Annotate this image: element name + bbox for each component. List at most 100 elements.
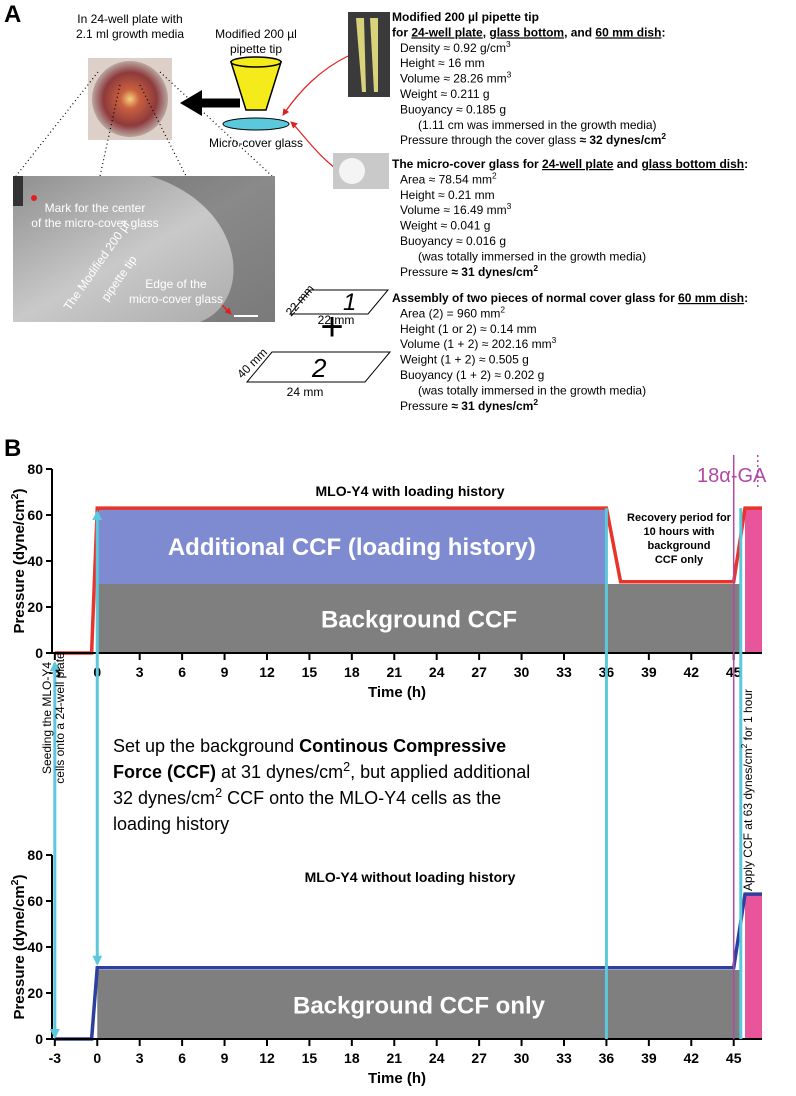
text-run: glass bottom (489, 25, 564, 39)
rotated-note: Apply CCF at 63 dynes/cm2 for 1 hour (739, 689, 755, 891)
text-run: for (392, 25, 411, 39)
tip-caption: Modified 200 µl (215, 27, 297, 41)
description: 32 dynes/cm2 CCF onto the MLO-Y4 cells a… (113, 786, 501, 808)
text-run: Continous Compressive (299, 736, 506, 756)
area (97, 508, 607, 584)
tip-photo (348, 12, 390, 97)
text-run: for 1 hour (741, 689, 755, 744)
cover-glass (222, 117, 290, 131)
text-run: Modified 200 µl pipette tip (392, 10, 539, 24)
text-run: glass bottom dish (641, 157, 744, 171)
text-run: Pressure (400, 399, 451, 413)
rotated-note: cells onto a 24-well plate (53, 652, 67, 784)
text-run: , and (564, 25, 595, 39)
x-tick-label: 18 (344, 664, 360, 680)
text-run: 60 mm dish (595, 25, 661, 39)
text-run: Weight ≈ 0.041 g (400, 219, 490, 233)
text-run: Density ≈ 0.92 g/cm (400, 41, 506, 55)
text-run: : (661, 25, 665, 39)
area (97, 970, 741, 1039)
text-run: 2 (739, 743, 749, 748)
cover-glass-1 (288, 289, 390, 315)
text-run: 24-well plate (542, 157, 614, 171)
text-run: Force (CCF) (113, 762, 216, 782)
glass-caption: Micro-cover glass (209, 136, 303, 150)
text-run: CCF onto the MLO-Y4 cells as the (222, 788, 501, 808)
annotation: background (648, 540, 711, 552)
text-run: 2 (500, 304, 505, 314)
tip-caption: pipette tip (230, 42, 282, 56)
text-run: 60 mm dish (678, 291, 744, 305)
plate-caption: 2.1 ml growth media (76, 27, 184, 41)
tip-top (230, 56, 282, 68)
x-tick-label: 15 (302, 664, 318, 680)
pointer (282, 55, 349, 116)
y-axis-label: Pressure (dyne/cm2) (9, 874, 28, 1019)
image-label: of the micro-cover glass (31, 216, 158, 230)
y-tick-label: 0 (35, 1031, 43, 1047)
text-run: 24-well plate (411, 25, 483, 39)
info-line: The micro-cover glass for 24-well plate … (392, 157, 748, 171)
x-axis-label: Time (h) (368, 1070, 426, 1087)
image-label: Edge of the (145, 277, 207, 291)
text-run: ≈ 31 dynes/cm (451, 399, 533, 413)
image-label: Mark for the center (45, 201, 146, 215)
text-run: Pressure (dyne/cm (11, 885, 28, 1019)
rotated-note: Seeding the MLO-Y4 (40, 662, 54, 774)
x-tick-label: 39 (641, 664, 657, 680)
plus: + (320, 305, 343, 349)
info-line: Buoyancy (1 + 2) ≈ 0.202 g (400, 368, 544, 382)
text-run: The micro-cover glass for (392, 157, 542, 171)
glass-size: 24 mm (287, 385, 324, 399)
x-tick-label: 6 (178, 664, 186, 680)
x-tick-label: 42 (683, 664, 699, 680)
y-tick-label: 0 (35, 645, 43, 661)
text-run: Buoyancy ≈ 0.016 g (400, 234, 506, 248)
text-run: Apply CCF at 63 dynes/cm (741, 748, 755, 891)
tip-photo-detail (356, 18, 378, 92)
info-line: Pressure through the cover glass ≈ 32 dy… (400, 131, 666, 147)
area (745, 508, 762, 653)
text-run: Pressure (dyne/cm (11, 499, 28, 633)
info-line: Area (2) = 960 mm2 (400, 304, 505, 320)
tip-dark (13, 176, 23, 206)
zoom-lines (15, 71, 273, 177)
x-tick-label: 3 (136, 1050, 144, 1066)
text-run: loading history (113, 814, 229, 834)
text-run: Buoyancy (1 + 2) ≈ 0.202 g (400, 368, 544, 382)
info-line: Buoyancy ≈ 0.016 g (400, 234, 506, 248)
info-line: (was totally immersed in the growth medi… (418, 383, 646, 397)
text-run: 2 (492, 170, 497, 180)
y-tick-label: 80 (27, 461, 43, 477)
text-run: Height (1 or 2) ≈ 0.14 mm (400, 322, 537, 336)
text-run: Pressure (400, 265, 451, 279)
text-run: 2 (343, 760, 350, 774)
x-tick-label: 45 (726, 1050, 742, 1066)
text-run: Assembly of two pieces of normal cover g… (392, 291, 678, 305)
info-line: Height ≈ 16 mm (400, 56, 485, 70)
text-run: 2 (215, 786, 222, 800)
x-axis-label: Time (h) (368, 684, 426, 701)
text-run: Area (2) = 960 mm (400, 306, 500, 320)
info-line: for 24-well plate, glass bottom, and 60 … (392, 25, 665, 39)
x-tick-label: 24 (429, 664, 445, 680)
y-tick-label: 40 (27, 939, 43, 955)
x-tick-label: 27 (471, 1050, 487, 1066)
text-run: 3 (552, 335, 557, 345)
cover-glass-2 (245, 351, 392, 383)
text-run: 3 (507, 70, 512, 80)
arrow-head (180, 90, 202, 116)
panel-label: B (4, 435, 21, 462)
info-line: Volume (1 + 2) ≈ 202.16 mm3 (400, 335, 557, 351)
drug-label: 18α-GA (697, 465, 767, 487)
info-line: Height (1 or 2) ≈ 0.14 mm (400, 322, 537, 336)
info-line: Volume ≈ 16.49 mm3 (400, 201, 512, 217)
info-line: Weight ≈ 0.211 g (400, 87, 490, 101)
text-run: ≈ 31 dynes/cm (451, 265, 533, 279)
panel-label: A (4, 1, 21, 28)
text-run: : (744, 157, 748, 171)
x-tick-label: 42 (683, 1050, 699, 1066)
text-run: 2 (533, 263, 538, 273)
text-run: 3 (507, 201, 512, 211)
info-line: (was totally immersed in the growth medi… (418, 249, 646, 263)
